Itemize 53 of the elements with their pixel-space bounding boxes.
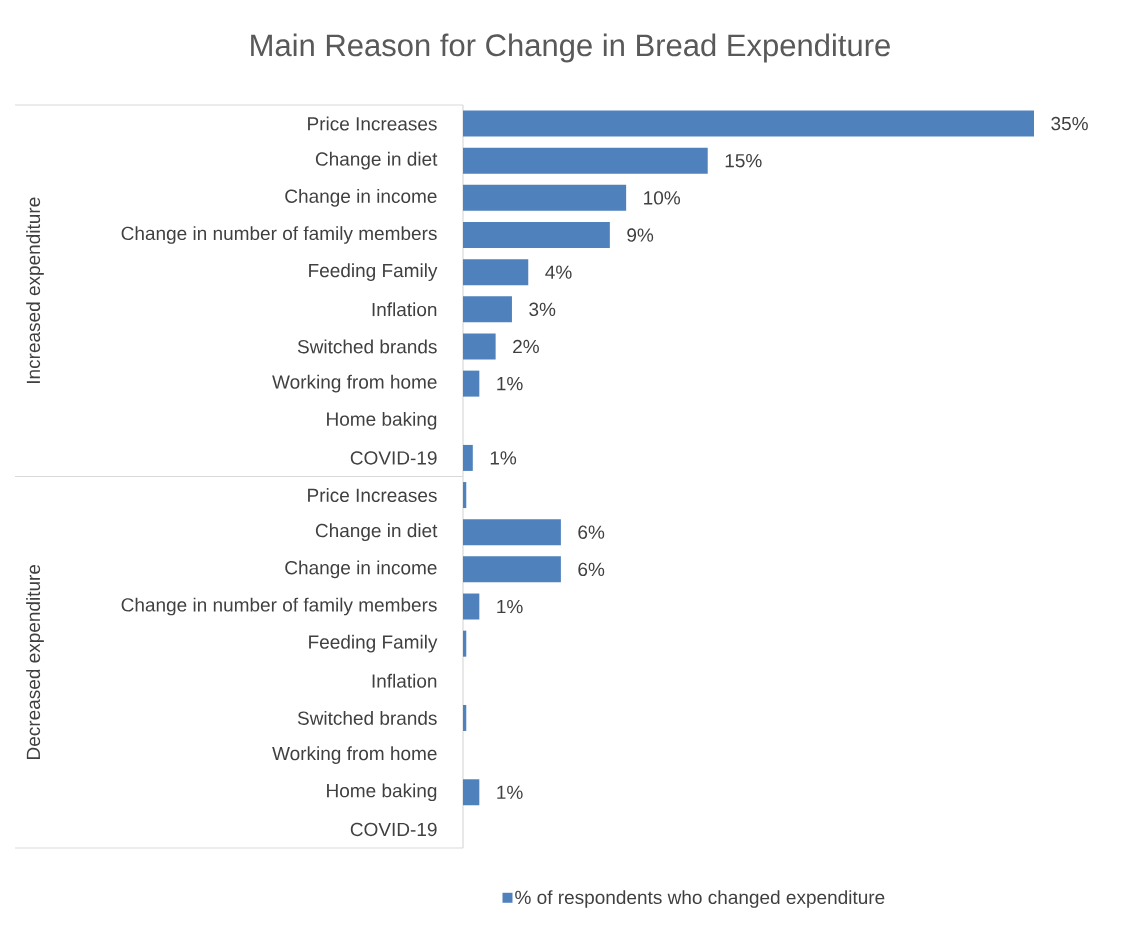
bar	[463, 147, 708, 174]
y-tick-label: Feeding Family	[309, 263, 438, 282]
y-tick-label: Working from home	[272, 374, 437, 393]
chart-title: Main Reason for Change in Bread Expenditure	[251, 33, 890, 63]
bar	[463, 482, 467, 509]
bar	[463, 630, 467, 657]
data-label: 9%	[627, 228, 654, 242]
data-label: 1%	[497, 376, 523, 391]
y-tick-label: Change in income	[285, 189, 437, 207]
bar	[463, 333, 496, 360]
y-tick-label: Change in diet	[315, 151, 438, 170]
bar	[463, 556, 561, 583]
y-tick-label: Inflation	[372, 673, 437, 688]
y-tick-label: Home baking	[327, 783, 437, 802]
y-tick-label: Feeding Family	[309, 634, 438, 653]
data-label: 4%	[545, 265, 572, 279]
data-label: 35%	[1051, 116, 1088, 131]
y-tick-label: Inflation	[372, 302, 437, 317]
y-tick-label: Price Increases	[308, 488, 437, 503]
y-tick-label: COVID-19	[350, 822, 437, 837]
text: Increased expenditure	[26, 197, 44, 383]
data-label: 10%	[644, 191, 681, 205]
y-tick-label: Change in number of family members	[121, 597, 437, 616]
y-tick-label: Change in number of family members	[121, 226, 437, 244]
data-label: 6%	[578, 562, 605, 577]
bar	[463, 370, 480, 397]
bar	[463, 259, 529, 286]
y-tick-label: COVID-19	[350, 451, 437, 465]
data-label: 1%	[497, 599, 523, 614]
bar	[463, 779, 480, 806]
bar	[463, 184, 627, 211]
y-tick-label: Change in diet	[315, 523, 438, 542]
data-label: 1%	[497, 785, 523, 799]
bar	[463, 222, 610, 249]
y-tick-label: Switched brands	[297, 339, 437, 354]
data-label: 1%	[490, 451, 517, 465]
data-label: 2%	[513, 339, 539, 354]
text: Decreased expenditure	[26, 564, 44, 759]
y-tick-label: Change in income	[285, 560, 437, 579]
bar	[463, 296, 512, 323]
data-label: 3%	[529, 302, 556, 317]
bar	[463, 593, 480, 620]
y-tick-label: Working from home	[272, 746, 437, 764]
y-tick-label: Home baking	[327, 411, 437, 430]
bar	[463, 704, 467, 731]
y-tick-label: Price Increases	[308, 116, 437, 131]
bar	[463, 110, 1035, 137]
bar	[463, 444, 473, 471]
y-tick-label: Switched brands	[297, 710, 437, 725]
legend-label: % of respondents who changed expenditure	[515, 890, 885, 908]
bar	[463, 519, 561, 546]
data-label: 15%	[725, 154, 762, 168]
data-label: 6%	[578, 525, 605, 539]
